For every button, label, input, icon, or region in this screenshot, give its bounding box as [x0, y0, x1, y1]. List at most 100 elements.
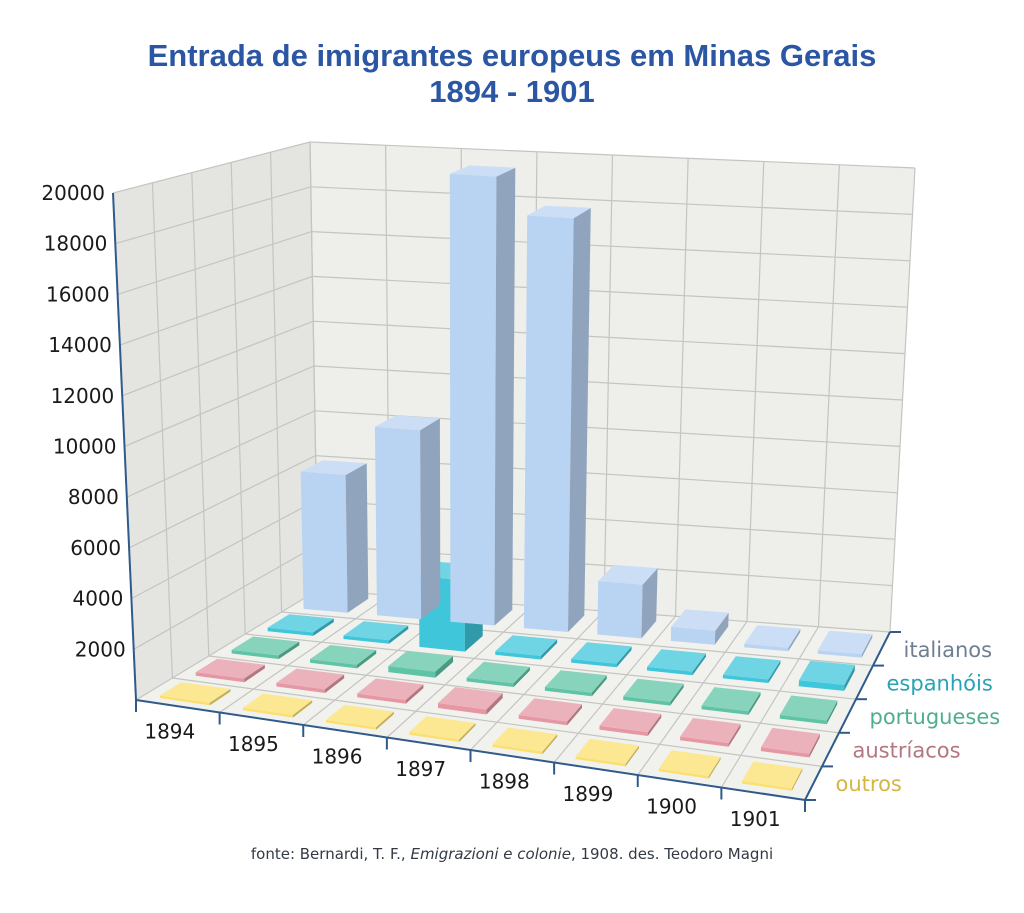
bar-outros-1899 — [575, 738, 639, 767]
bar-front-face — [817, 650, 862, 658]
y-tick-label: 2000 — [75, 637, 126, 661]
caption-book-title: Emigrazioni e colonie — [410, 845, 571, 863]
bar-top-face — [449, 165, 516, 177]
bar-italianos-1899 — [670, 609, 729, 645]
bar-top-face — [466, 661, 530, 684]
x-tick-label: 1894 — [144, 719, 195, 743]
bar-front-face — [575, 756, 626, 767]
bar-austríacos-1900 — [680, 718, 741, 747]
bar-front-face — [722, 674, 769, 683]
bar-front-face — [599, 725, 648, 736]
bar-side-face — [844, 665, 855, 691]
bar-front-face — [544, 687, 592, 697]
bar-top-face — [276, 668, 345, 690]
bar-side-face — [244, 664, 265, 683]
bar-top-face — [438, 687, 503, 710]
x-tick-label: 1899 — [562, 782, 613, 806]
y-tick-label: 12000 — [51, 384, 115, 408]
gridline-floor — [637, 621, 748, 776]
left-wall — [113, 142, 318, 700]
bar-top-face — [300, 460, 367, 475]
bar-top-face — [388, 651, 453, 672]
bar-front-face — [701, 705, 749, 715]
bar-side-face — [494, 167, 516, 626]
bar-front-face — [670, 626, 716, 645]
bar-espanhóis-1900 — [722, 656, 781, 683]
bar-side-face — [591, 675, 607, 697]
bar-side-face — [313, 618, 334, 636]
bar-side-face — [459, 723, 476, 742]
bar-outros-1894 — [159, 682, 231, 706]
bar-portugueses-1899 — [623, 678, 684, 706]
y-axis — [112, 192, 137, 701]
bar-front-face — [343, 635, 389, 644]
gridline-left — [151, 182, 173, 679]
bar-front-face — [647, 666, 693, 676]
bar-front-face — [276, 682, 325, 693]
y-tick-label: 18000 — [44, 232, 108, 256]
bar-side-face — [708, 757, 721, 779]
source-caption: fonte: Bernardi, T. F., Emigrazioni e co… — [0, 845, 1024, 863]
bar-austríacos-1896 — [357, 678, 424, 704]
bar-front-face — [741, 780, 792, 791]
bar-side-face — [389, 625, 409, 644]
bar-front-face — [798, 680, 845, 691]
bar-top-face — [495, 635, 558, 656]
bar-espanhóis-1894 — [267, 614, 334, 636]
bar-side-face — [486, 693, 503, 715]
bar-espanhóis-1901 — [798, 660, 855, 691]
bar-espanhóis-1898 — [571, 642, 632, 668]
bar-front-face — [779, 714, 827, 725]
bar-outros-1895 — [243, 693, 313, 718]
bar-top-face — [357, 678, 424, 700]
bar-front-face — [374, 426, 422, 620]
gridline-floor — [208, 655, 840, 734]
bar-front-face — [267, 627, 314, 636]
bar-side-face — [647, 714, 662, 736]
y-tick-label: 14000 — [48, 333, 112, 357]
gridline-back — [674, 158, 689, 617]
gridline-floor — [553, 615, 676, 763]
bar-outros-1897 — [409, 716, 476, 742]
bar-side-face — [542, 734, 558, 755]
gridline-floor — [720, 626, 820, 788]
bar-front-face — [760, 747, 810, 758]
bar-side-face — [809, 733, 820, 758]
bar-front-face — [623, 696, 671, 706]
bar-austríacos-1899 — [599, 708, 662, 736]
chart-labels: 2000 4000 6000 8000 10000 12000 14000 16000 1800… — [41, 181, 1000, 831]
gridline-floor — [245, 633, 857, 700]
bar-italianos-1894 — [300, 460, 369, 613]
bar-side-face — [791, 768, 803, 791]
bar-top-face — [799, 660, 855, 685]
gridline-floor — [386, 605, 533, 738]
gridline-floor — [470, 610, 605, 751]
bar-side-face — [540, 639, 558, 660]
bar-side-face — [748, 692, 761, 715]
bar-side-face — [209, 689, 231, 706]
bar-front-face — [518, 715, 568, 726]
bar-front-face — [326, 719, 377, 730]
gridline-left — [270, 152, 283, 613]
bar-top-face — [374, 415, 440, 431]
x-tick-label: 1896 — [312, 744, 363, 768]
bar-top-face — [571, 642, 632, 664]
bar-side-face — [670, 683, 684, 706]
chart-subtitle: 1894 - 1901 — [429, 74, 595, 109]
bar-top-face — [647, 649, 706, 672]
series-label: portugueses — [870, 705, 1001, 729]
bar-front-face — [159, 695, 210, 706]
bar-side-face — [324, 674, 345, 693]
series-label: outros — [836, 772, 902, 796]
bar-front-face — [195, 672, 245, 683]
chart-axes — [112, 192, 901, 812]
bar-front-face — [658, 768, 709, 779]
bar-italianos-1896 — [449, 165, 516, 626]
series-label: austríacos — [853, 739, 961, 763]
gridline-floor — [135, 589, 319, 701]
bar-italianos-1898 — [597, 564, 658, 639]
bar-front-face — [495, 651, 541, 660]
bar-side-face — [714, 612, 729, 645]
bar-front-face — [409, 732, 460, 742]
